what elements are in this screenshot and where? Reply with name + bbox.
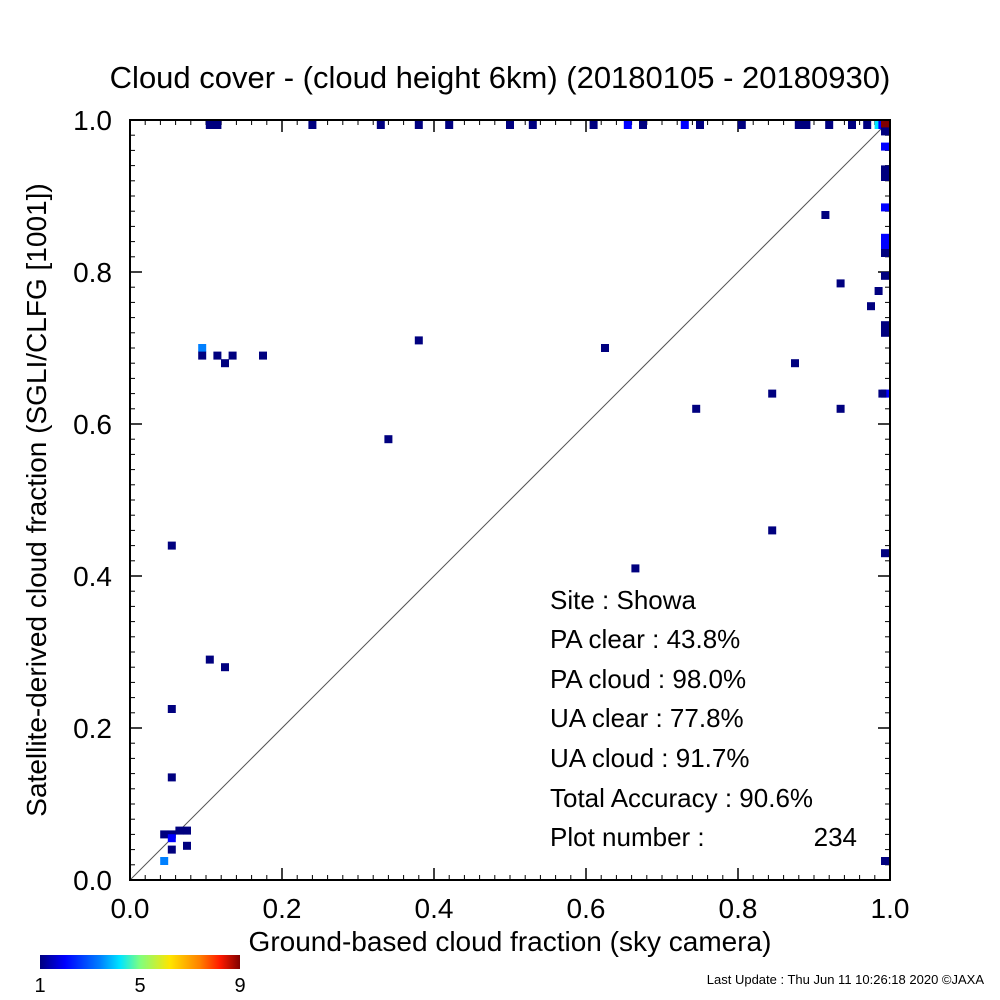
data-point <box>836 279 845 288</box>
data-point <box>881 249 889 257</box>
data-point <box>881 165 889 174</box>
one-to-one-line <box>129 119 891 881</box>
colorbar-tick-label: 5 <box>134 975 145 997</box>
data-point <box>175 826 184 835</box>
data-point <box>881 321 889 330</box>
data-point <box>589 121 598 129</box>
data-point <box>167 845 176 854</box>
data-point <box>445 121 454 129</box>
data-point <box>874 287 883 295</box>
data-point <box>848 121 856 129</box>
data-point <box>183 826 191 835</box>
stat-plot-number-value: 234 <box>814 822 857 852</box>
data-point <box>802 121 811 129</box>
data-point <box>601 344 609 352</box>
data-point <box>259 351 267 360</box>
stat-pa-clear: PA clear : 43.8% <box>550 624 740 654</box>
x-tick-label: 0.4 <box>415 893 454 924</box>
stat-plot-number-label: Plot number : <box>550 822 705 852</box>
data-point <box>794 121 803 129</box>
x-tick-label: 0.2 <box>263 893 302 924</box>
data-point <box>881 233 889 242</box>
y-tick-label: 0.4 <box>73 561 112 592</box>
data-point <box>160 830 169 839</box>
stat-ua-cloud: UA cloud : 91.7% <box>550 743 749 773</box>
data-point <box>213 121 222 129</box>
data-point <box>198 351 207 360</box>
data-point <box>167 773 176 782</box>
x-tick-label: 1.0 <box>871 893 910 924</box>
y-tick-label: 0.0 <box>73 865 112 896</box>
colorbar-labels: 1 5 9 <box>34 975 245 997</box>
data-point <box>205 655 214 664</box>
data-point <box>881 857 889 865</box>
data-point <box>167 541 176 550</box>
data-point <box>692 404 701 413</box>
x-tick-label: 0.6 <box>567 893 606 924</box>
data-point <box>414 336 423 345</box>
data-point <box>228 351 237 360</box>
colorbar-tick-label: 1 <box>34 975 45 997</box>
data-point <box>506 121 514 129</box>
data-point <box>836 404 845 413</box>
data-point <box>867 302 875 311</box>
data-point <box>213 351 222 360</box>
data-point <box>881 328 889 337</box>
data-point <box>737 121 746 129</box>
data-point <box>791 359 799 368</box>
chart-title: Cloud cover - (cloud height 6km) (201801… <box>110 60 891 95</box>
data-point <box>160 857 169 865</box>
data-point <box>376 121 385 129</box>
data-point <box>881 173 889 181</box>
colorbar-tick-label: 9 <box>234 975 245 997</box>
x-tick-label: 0.8 <box>719 893 758 924</box>
y-tick-label: 0.2 <box>73 713 112 744</box>
data-point <box>863 121 872 129</box>
data-point <box>221 359 229 368</box>
data-point <box>881 142 889 151</box>
y-tick-label: 1.0 <box>73 105 112 136</box>
data-point <box>167 834 176 843</box>
stats-box: Site : Showa PA clear : 43.8% PA cloud :… <box>550 585 857 852</box>
data-point <box>881 549 889 558</box>
data-point <box>881 203 889 212</box>
data-point <box>183 841 191 850</box>
data-point <box>768 526 777 535</box>
data-point <box>414 121 423 129</box>
data-point <box>881 121 889 129</box>
scatter-points <box>160 121 889 865</box>
y-axis-label: Satellite-derived cloud fraction (SGLI/C… <box>21 183 52 816</box>
x-axis-label: Ground-based cloud fraction (sky camera) <box>249 926 772 957</box>
stat-pa-cloud: PA cloud : 98.0% <box>550 664 746 694</box>
y-tick-label: 0.8 <box>73 257 112 288</box>
data-point <box>881 271 889 280</box>
data-point <box>878 389 887 398</box>
data-point <box>821 211 830 219</box>
data-point <box>825 121 834 129</box>
data-point <box>881 241 889 250</box>
x-tick-label: 0.0 <box>111 893 150 924</box>
data-point <box>631 564 640 573</box>
data-point <box>167 705 176 713</box>
data-point <box>308 121 317 129</box>
y-tick-label: 0.6 <box>73 409 112 440</box>
stat-ua-clear: UA clear : 77.8% <box>550 703 744 733</box>
data-point <box>696 121 704 129</box>
data-point <box>623 121 632 129</box>
data-point <box>768 389 777 398</box>
data-point <box>221 663 229 672</box>
stat-total-accuracy: Total Accuracy : 90.6% <box>550 783 813 813</box>
data-point <box>528 121 537 129</box>
axis-tick-labels: 0.0 0.2 0.4 0.6 0.8 1.0 0.0 0.2 0.4 0.6 0.8 1.0 <box>73 105 909 924</box>
colorbar <box>40 955 240 969</box>
data-point <box>680 121 689 129</box>
data-point <box>384 435 393 444</box>
data-point <box>198 344 207 352</box>
plot-frame <box>129 119 891 881</box>
footer-last-update: Last Update : Thu Jun 11 10:26:18 2020 ©… <box>707 972 985 987</box>
data-point <box>639 121 647 129</box>
stat-site: Site : Showa <box>550 585 697 615</box>
data-point <box>881 127 889 136</box>
